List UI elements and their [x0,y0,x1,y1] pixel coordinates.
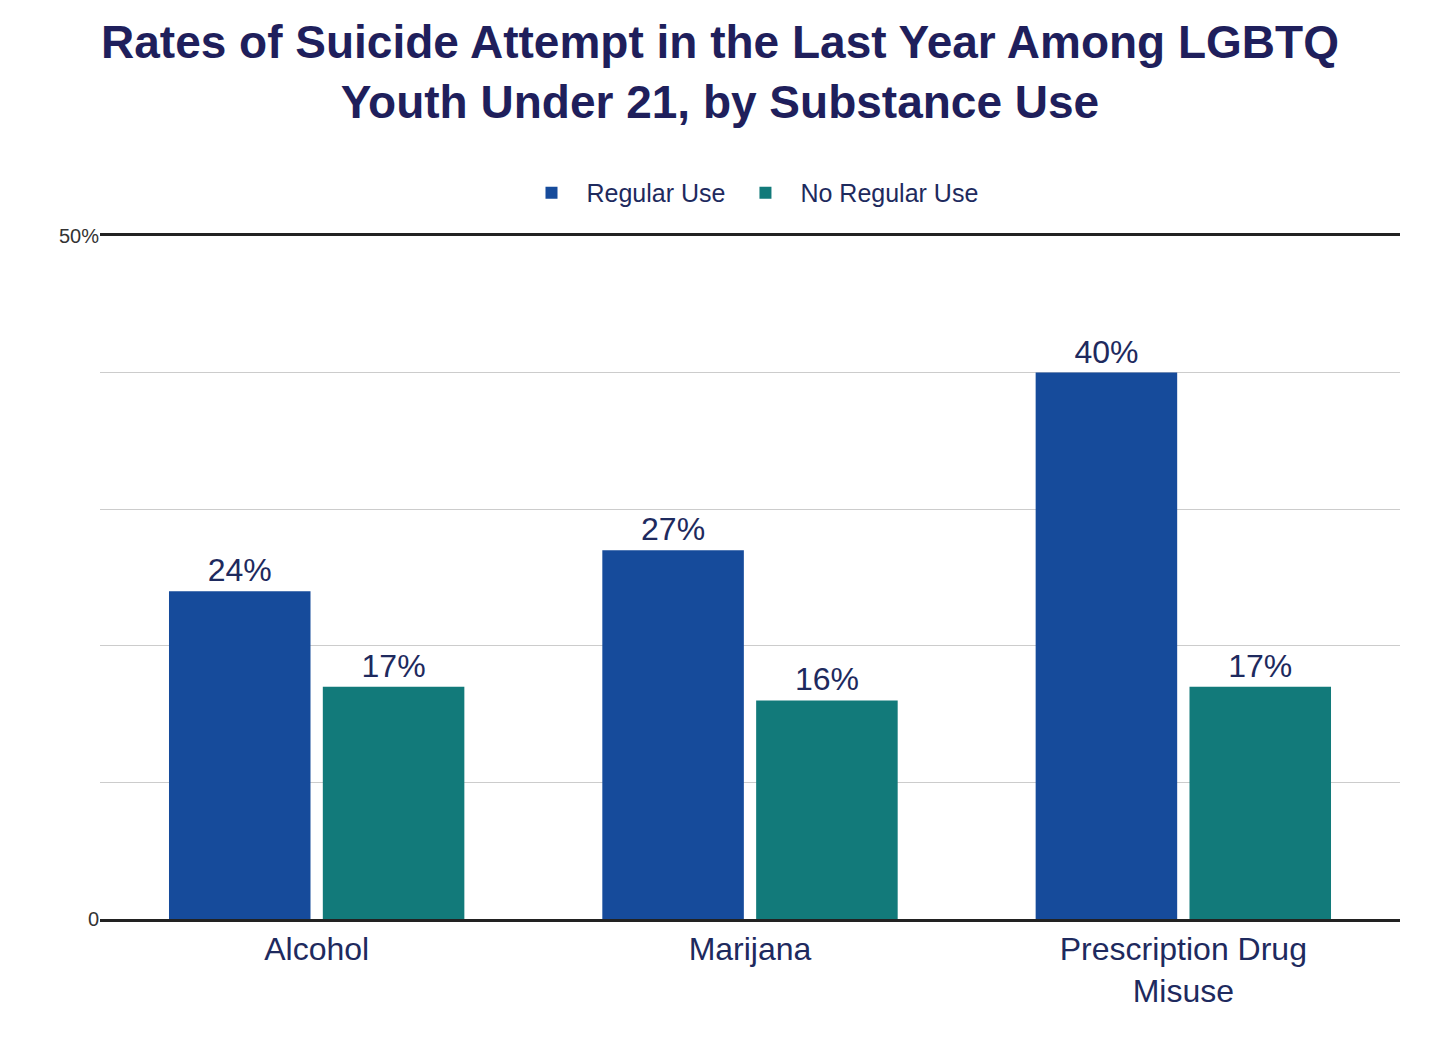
svg-text:50%: 50% [59,225,99,247]
svg-text:0: 0 [88,908,99,930]
svg-text:Rates of Suicide Attempt in th: Rates of Suicide Attempt in the Last Yea… [101,16,1339,128]
svg-text:17%: 17% [1228,648,1292,684]
svg-text:24%: 24% [208,552,272,588]
svg-text:No Regular Use: No Regular Use [800,179,978,207]
svg-text:27%: 27% [641,511,705,547]
svg-text:17%: 17% [362,648,426,684]
svg-text:16%: 16% [795,661,859,697]
svg-text:Regular Use: Regular Use [587,179,726,207]
svg-text:40%: 40% [1074,334,1138,370]
svg-text:Marijana: Marijana [689,931,812,967]
svg-text:Prescription DrugMisuse: Prescription DrugMisuse [1060,931,1307,1009]
svg-text:Alcohol: Alcohol [264,931,369,967]
